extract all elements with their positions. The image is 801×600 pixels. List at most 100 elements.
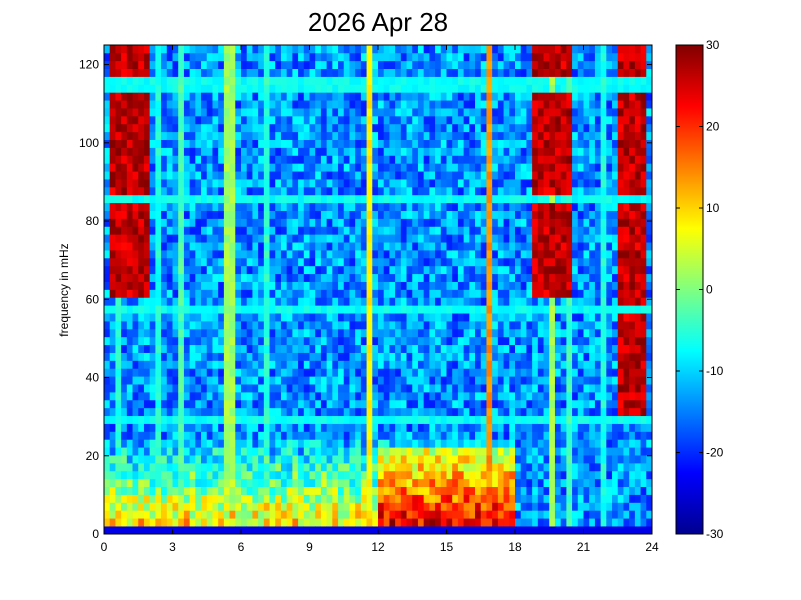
heatmap-cell xyxy=(378,202,385,211)
heatmap-cell xyxy=(400,360,407,369)
heatmap-cell xyxy=(138,399,145,409)
heatmap-cell xyxy=(378,76,385,85)
heatmap-cell xyxy=(389,321,396,330)
heatmap-cell xyxy=(360,510,367,519)
heatmap-cell xyxy=(206,226,213,235)
heatmap-cell xyxy=(412,115,419,125)
heatmap-cell xyxy=(143,455,151,464)
heatmap-cell xyxy=(201,115,208,125)
heatmap-cell xyxy=(121,108,128,117)
heatmap-cell xyxy=(378,494,385,503)
heatmap-cell xyxy=(520,526,527,535)
heatmap-cell xyxy=(400,423,407,432)
heatmap-cell xyxy=(526,439,533,448)
heatmap-cell xyxy=(320,250,327,259)
heatmap-cell xyxy=(246,352,253,361)
heatmap-cell xyxy=(486,352,493,361)
heatmap-cell xyxy=(457,68,464,77)
heatmap-cell xyxy=(372,486,379,495)
heatmap-cell xyxy=(298,470,305,480)
heatmap-cell xyxy=(126,250,133,259)
heatmap-cell xyxy=(338,518,345,527)
heatmap-cell xyxy=(104,384,111,393)
heatmap-cell xyxy=(263,392,270,401)
heatmap-cell xyxy=(172,392,179,401)
heatmap-cell xyxy=(389,313,396,322)
heatmap-cell xyxy=(389,115,396,125)
heatmap-cell xyxy=(509,478,516,488)
heatmap-cell xyxy=(554,226,562,235)
heatmap-cell xyxy=(526,321,533,330)
heatmap-cell xyxy=(223,455,230,464)
heatmap-cell xyxy=(378,194,385,204)
heatmap-cell xyxy=(412,100,419,109)
heatmap-cell xyxy=(389,486,396,495)
heatmap-cell xyxy=(315,502,322,511)
heatmap-cell xyxy=(161,194,168,204)
heatmap-cell xyxy=(286,423,293,432)
heatmap-cell xyxy=(515,344,522,353)
heatmap-cell xyxy=(378,368,385,377)
heatmap-cell xyxy=(435,518,442,527)
heatmap-cell xyxy=(509,360,516,369)
heatmap-cell xyxy=(201,202,208,211)
heatmap-cell xyxy=(280,455,288,464)
heatmap-cell xyxy=(303,321,310,330)
heatmap-cell xyxy=(155,415,162,424)
heatmap-cell xyxy=(440,147,447,156)
heatmap-cell xyxy=(526,210,533,219)
heatmap-cell xyxy=(229,147,236,156)
heatmap-cell xyxy=(355,502,362,511)
heatmap-cell xyxy=(258,392,265,401)
heatmap-cell xyxy=(412,76,419,85)
heatmap-cell xyxy=(349,163,356,172)
heatmap-cell xyxy=(126,273,133,282)
heatmap-cell xyxy=(475,257,482,267)
heatmap-cell xyxy=(457,384,464,393)
heatmap-cell xyxy=(241,415,248,424)
heatmap-cell xyxy=(503,321,510,330)
heatmap-cell xyxy=(143,336,151,346)
heatmap-cell xyxy=(537,305,544,314)
heatmap-cell xyxy=(475,344,482,353)
heatmap-cell xyxy=(526,447,533,456)
heatmap-cell xyxy=(149,526,156,535)
heatmap-cell xyxy=(258,45,265,54)
heatmap-cell xyxy=(155,123,162,133)
heatmap-cell xyxy=(115,399,122,409)
heatmap-cell xyxy=(126,439,133,448)
heatmap-cell xyxy=(526,423,533,432)
heatmap-cell xyxy=(223,344,230,353)
heatmap-cell xyxy=(360,407,367,417)
heatmap-cell xyxy=(166,273,173,282)
heatmap-cell xyxy=(395,171,402,180)
heatmap-cell xyxy=(115,92,122,101)
heatmap-cell xyxy=(486,518,493,527)
heatmap-cell xyxy=(463,210,470,219)
heatmap-cell xyxy=(457,100,464,109)
heatmap-cell xyxy=(469,194,476,204)
heatmap-cell xyxy=(520,502,527,511)
heatmap-cell xyxy=(269,202,276,211)
heatmap-cell xyxy=(406,407,413,417)
heatmap-cell xyxy=(383,510,390,519)
heatmap-cell xyxy=(560,257,567,267)
heatmap-cell xyxy=(520,376,527,385)
heatmap-cell xyxy=(412,399,419,409)
heatmap-cell xyxy=(349,202,356,211)
heatmap-cell xyxy=(378,344,385,353)
heatmap-cell xyxy=(309,68,316,77)
heatmap-cell xyxy=(143,250,151,259)
heatmap-cell xyxy=(263,194,270,204)
heatmap-cell xyxy=(457,510,464,519)
heatmap-cell xyxy=(309,100,316,109)
heatmap-cell xyxy=(486,131,493,140)
heatmap-cell xyxy=(241,392,248,401)
heatmap-cell xyxy=(469,415,476,424)
heatmap-cell xyxy=(332,510,339,519)
heatmap-cell xyxy=(457,526,464,535)
heatmap-cell xyxy=(417,60,425,70)
heatmap-cell xyxy=(292,368,299,377)
heatmap-cell xyxy=(126,423,133,432)
heatmap-cell xyxy=(515,478,522,488)
